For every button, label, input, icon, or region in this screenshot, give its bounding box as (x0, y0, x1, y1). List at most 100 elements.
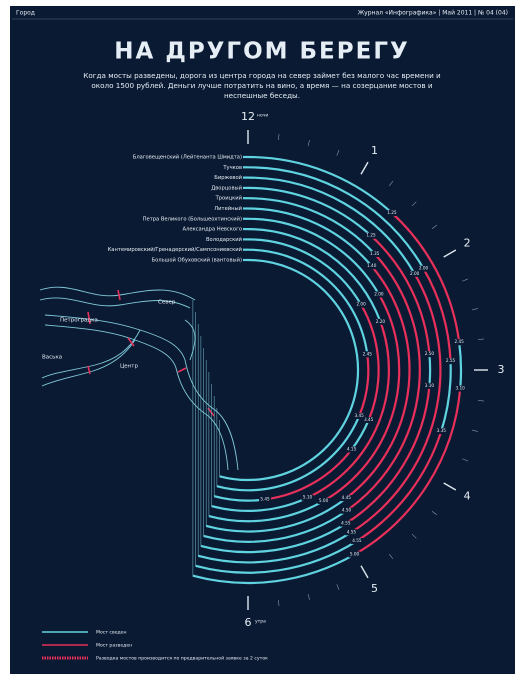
time-label: 3.45 (354, 413, 364, 418)
time-label: 1.40 (367, 263, 377, 268)
time-label: 2.20 (376, 319, 386, 324)
closed-arc (247, 207, 373, 267)
bridge-name: Кантемировский/Гренадерский/Сампсониевск… (108, 246, 242, 253)
minor-tick (307, 140, 310, 146)
time-label: 4.55 (352, 538, 362, 543)
open-arc (345, 265, 411, 499)
closed-arc (203, 509, 348, 543)
open-arc (345, 385, 431, 525)
closed-arc (247, 166, 425, 270)
bridge-name: Троицкий (215, 195, 242, 202)
closed-arc (195, 540, 358, 574)
time-badge (353, 413, 366, 420)
time-label: 2.45 (363, 351, 373, 356)
time-badge (417, 265, 430, 272)
minor-tick (472, 308, 478, 311)
time-badge (362, 416, 375, 423)
time-badge (340, 507, 353, 514)
minor-tick (472, 429, 478, 432)
time-badge (317, 497, 330, 504)
time-label: 2.00 (419, 266, 429, 271)
bridge-mark (177, 367, 187, 373)
time-label: 4.50 (342, 508, 352, 513)
river (41, 329, 141, 379)
clock-note: утра (255, 620, 266, 625)
time-badge (372, 291, 385, 298)
minor-tick (477, 399, 485, 402)
time-badge (453, 339, 466, 346)
time-badge (365, 232, 378, 239)
closed-arc (247, 197, 376, 255)
minor-tick (411, 201, 417, 207)
time-badge (374, 318, 387, 325)
closed-arc (247, 176, 416, 275)
time-label: 4.15 (347, 447, 357, 452)
time-label: 3.10 (456, 386, 466, 391)
bridge-name: Александра Невского (182, 227, 242, 233)
time-badge (368, 250, 381, 257)
bridge-mark (127, 337, 135, 347)
closed-arc (219, 258, 360, 482)
bridge-mark (117, 289, 121, 301)
bridge-name: Большой Обуховский (вантовый) (152, 257, 242, 264)
bridge-name: Володарский (206, 236, 242, 243)
river (184, 319, 196, 361)
open-arc (345, 253, 421, 512)
closed-arc (197, 531, 352, 564)
title: НА ДРУГОМ БЕРЕГУ (114, 39, 409, 65)
time-badge (350, 537, 363, 544)
time-label: 5.45 (260, 496, 270, 501)
time-badge (361, 351, 374, 358)
time-badge (339, 520, 352, 527)
minor-tick (477, 338, 485, 341)
minor-tick (388, 553, 394, 560)
time-label: 4.45 (342, 495, 352, 500)
map-bridges (87, 289, 215, 417)
open-arc (350, 273, 442, 534)
closed-arc (205, 497, 347, 533)
river (39, 286, 196, 301)
river (44, 314, 239, 471)
minor-tick (336, 150, 340, 156)
clock-note: ночи (257, 114, 268, 119)
time-label: 2.00 (410, 271, 420, 276)
open-arc (360, 304, 380, 421)
bridge-name: Благовещенский (Лейтенанта Шмидта) (133, 154, 242, 161)
time-badge (259, 496, 272, 503)
bridge-mark (87, 311, 91, 325)
open-arc (307, 321, 390, 499)
time-label: 2.55 (446, 358, 456, 363)
section: Город (16, 10, 35, 17)
clock-label: 3 (498, 363, 505, 376)
time-badge (345, 446, 358, 453)
minor-tick (336, 584, 340, 590)
minor-tick (307, 594, 310, 600)
time-label: 5.00 (319, 498, 329, 503)
time-badge (454, 385, 467, 392)
time-badge (423, 351, 436, 358)
river (39, 297, 191, 309)
open-arc (422, 268, 452, 362)
river (44, 324, 229, 471)
time-badge (444, 358, 457, 365)
district-label: Центр (120, 364, 138, 370)
bridge-name: Литейный (214, 205, 242, 212)
closed-arc (428, 354, 432, 386)
closed-arc (247, 228, 382, 323)
clock-tick (360, 161, 369, 175)
open-arc (370, 234, 431, 355)
open-arc (356, 430, 443, 542)
closed-arc (216, 415, 361, 492)
closed-arc (211, 496, 309, 512)
time-badge (340, 495, 353, 502)
time-label: 2.00 (374, 291, 384, 296)
time-badge (423, 382, 436, 389)
minor-tick (431, 510, 438, 516)
clock-label: 2 (464, 237, 471, 250)
time-label: 2.45 (455, 339, 465, 344)
time-label: 1.25 (366, 233, 376, 238)
clock-label: 12 (241, 110, 255, 123)
open-arc (358, 354, 370, 417)
bridge-name: Дворцовый (211, 184, 242, 191)
